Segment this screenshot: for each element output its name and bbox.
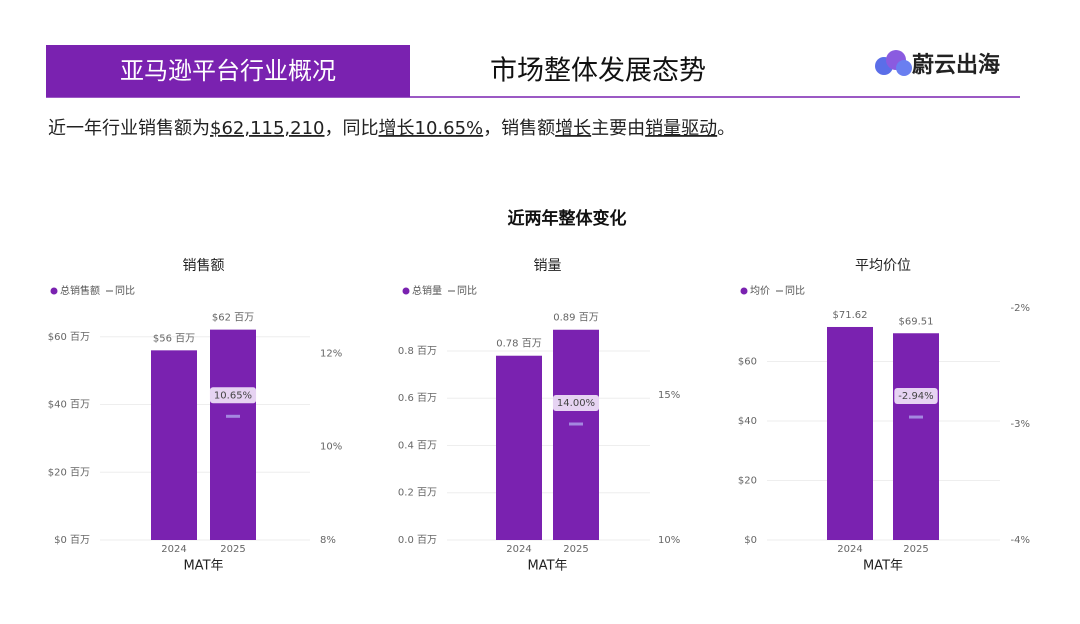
- page-title: 市场整体发展态势: [490, 56, 706, 87]
- group-title: 近两年整体变化: [508, 208, 627, 229]
- summary-part: 。: [717, 118, 735, 139]
- y-tick-label: $20: [738, 476, 757, 487]
- bar-value-label: 0.89 百万: [553, 312, 598, 324]
- logo-icon: [875, 50, 912, 76]
- y-tick-label: 0.6 百万: [398, 392, 437, 404]
- y-tick-label: $40: [738, 416, 757, 427]
- summary-part: ，销售额: [483, 118, 555, 139]
- summary-part: 近一年行业销售额为: [48, 118, 210, 139]
- legend-label: 同比: [115, 285, 135, 297]
- y-tick-label: 0.8 百万: [398, 345, 437, 357]
- y2-tick-label: -3%: [1011, 419, 1030, 430]
- legend-label: 同比: [457, 285, 477, 297]
- yoy-label-bg: [209, 387, 257, 404]
- y-tick-label: 0.2 百万: [398, 487, 437, 499]
- yoy-label: 14.00%: [557, 398, 595, 409]
- legend-label: 总销量: [412, 284, 442, 297]
- legend-dot: [402, 287, 410, 295]
- bar-value-label: $71.62: [833, 310, 868, 321]
- chart-title: 销售额: [183, 258, 225, 274]
- legend-dot: [50, 287, 58, 295]
- bar-value-label: $69.51: [899, 316, 934, 327]
- x-tick-label: 2024: [161, 544, 186, 555]
- summary-part: $62,115,210: [210, 118, 325, 139]
- y2-tick-label: 8%: [320, 535, 336, 546]
- y-tick-label: $40 百万: [48, 399, 90, 411]
- summary-part: 销量驱动: [645, 118, 717, 139]
- logo-text: 蔚云出海: [912, 52, 1000, 78]
- y-tick-label: $0 百万: [54, 534, 90, 546]
- legend-label: 均价: [750, 285, 770, 297]
- x-axis-label: MAT年: [863, 559, 903, 574]
- y-tick-label: 0.0 百万: [398, 534, 437, 546]
- x-axis-label: MAT年: [183, 559, 223, 574]
- bar-value-label: 0.78 百万: [496, 338, 541, 350]
- bar: [893, 333, 939, 540]
- y2-tick-label: 12%: [320, 348, 342, 359]
- section-box: [46, 45, 410, 97]
- y-tick-label: $0: [744, 535, 757, 546]
- summary-part: 增长10.65%: [379, 118, 484, 139]
- bar: [151, 350, 197, 540]
- bar: [827, 326, 873, 540]
- y-tick-label: 0.4 百万: [398, 439, 437, 451]
- bar-value-label: $62 百万: [212, 312, 254, 324]
- summary: 近一年行业销售额为$62,115,210，同比增长10.65%，销售额增长主要由…: [48, 118, 735, 139]
- yoy-label-bg: [552, 395, 600, 411]
- bar: [553, 329, 599, 540]
- chart-title: 平均价位: [855, 258, 911, 274]
- yoy-label: 10.65%: [214, 390, 252, 401]
- chart-title: 销量: [534, 258, 562, 274]
- y-tick-label: $60 百万: [48, 331, 90, 343]
- summary-part: 主要由: [591, 118, 645, 139]
- y-tick-label: $60: [738, 357, 757, 368]
- x-tick-label: 2024: [837, 544, 862, 555]
- bar: [210, 329, 256, 540]
- x-tick-label: 2025: [220, 544, 245, 555]
- legend-label: 总销售额: [60, 284, 100, 297]
- x-axis-label: MAT年: [527, 559, 567, 574]
- x-tick-label: 2025: [563, 544, 588, 555]
- y2-tick-label: 10%: [658, 535, 680, 546]
- bar: [496, 355, 542, 540]
- y-tick-label: $20 百万: [48, 466, 90, 478]
- y2-tick-label: -4%: [1011, 535, 1030, 546]
- summary-part: 增长: [555, 118, 591, 139]
- bar-value-label: $56 百万: [153, 332, 195, 344]
- x-tick-label: 2024: [506, 544, 531, 555]
- legend-label: 同比: [785, 285, 805, 297]
- summary-part: ，同比: [325, 118, 379, 139]
- yoy-label: -2.94%: [898, 391, 933, 402]
- y2-tick-label: 10%: [320, 442, 342, 453]
- y2-tick-label: -2%: [1011, 303, 1030, 314]
- y2-tick-label: 15%: [658, 390, 680, 401]
- x-tick-label: 2025: [903, 544, 928, 555]
- section-title: 亚马逊平台行业概况: [120, 57, 336, 85]
- legend-dot: [740, 287, 748, 295]
- yoy-label-bg: [894, 388, 938, 405]
